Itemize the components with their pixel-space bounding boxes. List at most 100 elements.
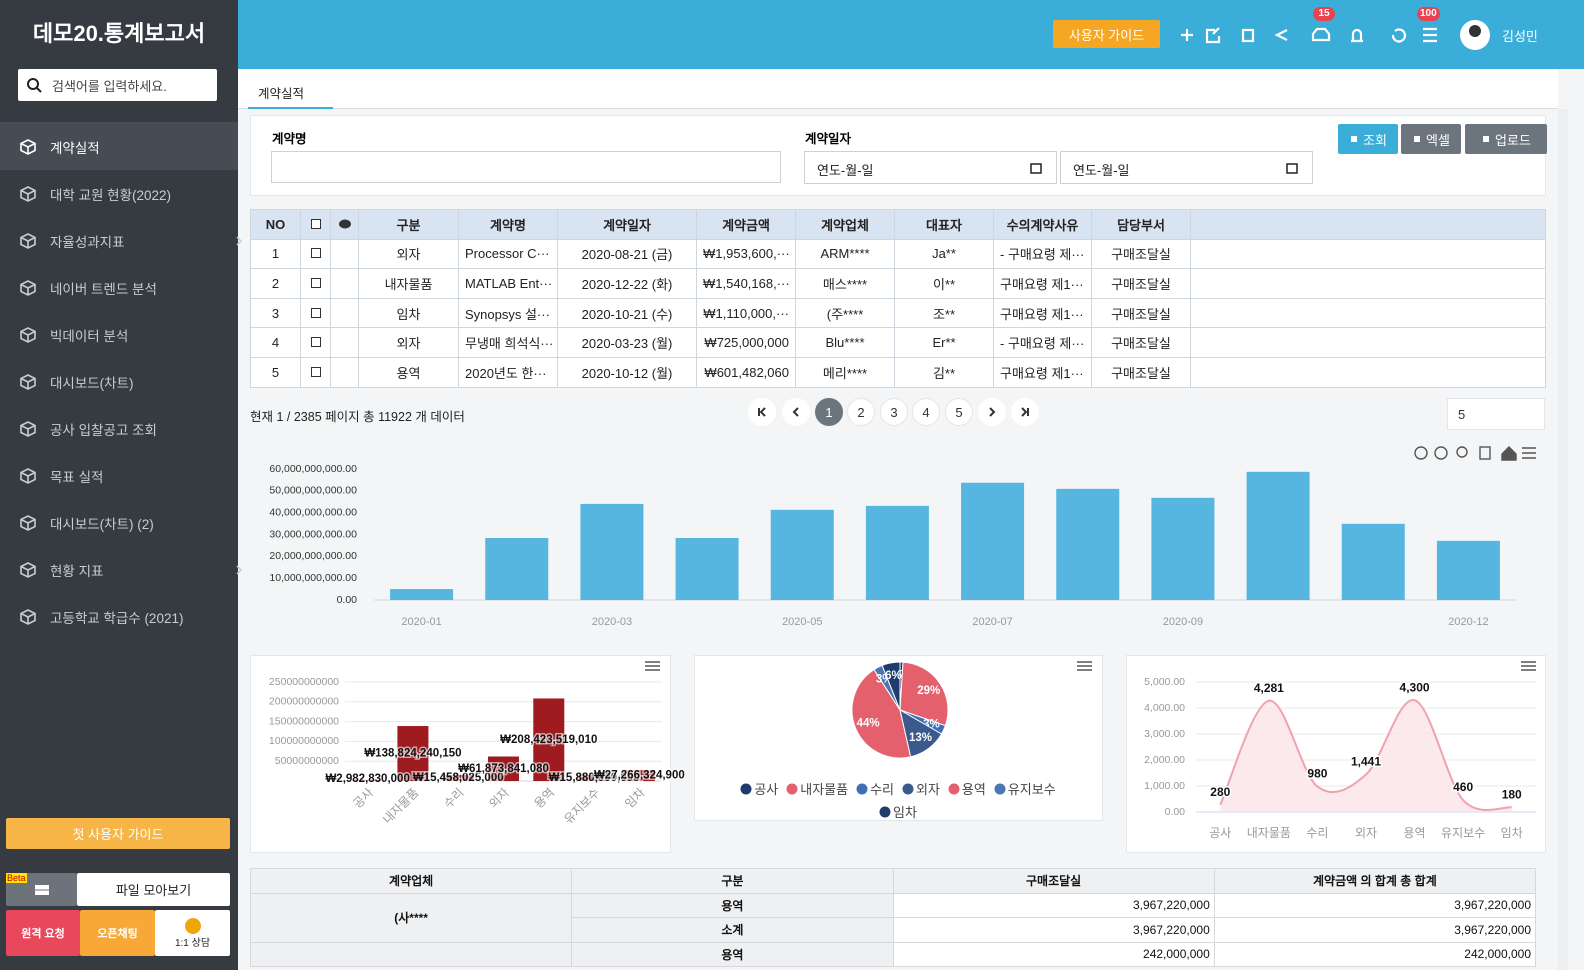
placeholder: 연도-월-일 bbox=[817, 163, 874, 178]
files-button[interactable]: 파일 모아보기 bbox=[77, 873, 230, 906]
search-box[interactable]: 검색어를 입력하세요. bbox=[18, 69, 217, 101]
consult-button[interactable]: 1:1 상담 bbox=[155, 910, 230, 956]
chart-card bbox=[250, 655, 671, 853]
menu-item[interactable]: 계약실적 bbox=[0, 123, 238, 170]
open-chat-button[interactable]: 오픈채팅 bbox=[80, 910, 155, 956]
cube bbox=[20, 514, 36, 531]
legend-item[interactable]: 유지보수 bbox=[994, 779, 1056, 798]
menu-item[interactable]: 현황 지표 bbox=[0, 546, 243, 593]
home[interactable] bbox=[1501, 446, 1517, 461]
copy-icon[interactable] bbox=[1241, 28, 1255, 43]
icon bbox=[1414, 136, 1421, 142]
legend-item[interactable]: 내자물품 bbox=[786, 779, 848, 798]
menu-item[interactable]: 대시보드(차트) bbox=[0, 358, 238, 405]
y-tick-label: 20,000,000,000.00 bbox=[269, 550, 357, 562]
menu[interactable] bbox=[1522, 447, 1536, 459]
first-guide-button[interactable]: 첫 사용자 가이드 bbox=[6, 818, 230, 849]
header-cell: 계약금액 의 합계 총 합계 bbox=[1213, 868, 1537, 894]
cell: 2020-08-21 (금) bbox=[557, 238, 697, 270]
cell: 용역 bbox=[571, 892, 894, 918]
legend-item[interactable]: 수리 bbox=[856, 779, 894, 798]
page-size-select[interactable]: 5 bbox=[1447, 398, 1545, 430]
cell[interactable] bbox=[300, 356, 331, 388]
dot bbox=[994, 783, 1006, 794]
x-tick-label: 내자물품 bbox=[1247, 826, 1291, 840]
last-page[interactable] bbox=[1011, 398, 1039, 426]
page-button[interactable]: 2 bbox=[847, 398, 875, 426]
icon bbox=[1030, 163, 1042, 174]
menu-item[interactable]: 공사 입찰공고 조회 bbox=[0, 405, 238, 452]
data-label: ₩208,423,519,010 bbox=[500, 734, 597, 746]
date-input[interactable]: 연도-월-일 bbox=[804, 151, 1057, 184]
guide-button[interactable]: 사용자 가이드 bbox=[1053, 20, 1160, 48]
page-button[interactable]: 1 bbox=[815, 398, 843, 426]
history-icon[interactable] bbox=[1391, 28, 1407, 43]
edit-icon[interactable] bbox=[1205, 27, 1221, 44]
page-button[interactable]: 4 bbox=[912, 398, 940, 426]
menu-item[interactable]: 자율성과지표 bbox=[0, 217, 243, 264]
menu-label: 고등학교 학급수 (2021) bbox=[50, 610, 184, 626]
calendar-icon bbox=[1030, 163, 1042, 174]
zoom-out[interactable] bbox=[1434, 446, 1448, 460]
next-page[interactable] bbox=[978, 398, 1006, 426]
cell: Synopsys 설··· bbox=[458, 297, 558, 329]
legend-item[interactable]: 임차 bbox=[879, 802, 917, 821]
menu-item[interactable]: 네이버 트렌드 분석 bbox=[0, 264, 238, 311]
remote-button[interactable]: 원격 요청 bbox=[6, 910, 80, 956]
user-name[interactable]: 김성민 bbox=[1502, 29, 1538, 44]
chart-menus[interactable] bbox=[645, 661, 1536, 671]
date-input[interactable]: 연도-월-일 bbox=[1060, 151, 1313, 184]
page-button[interactable]: 3 bbox=[880, 398, 908, 426]
first-page[interactable] bbox=[748, 398, 776, 426]
x-tick-label: 공사 bbox=[350, 785, 376, 811]
legend-item[interactable]: 공사 bbox=[740, 779, 778, 798]
cube bbox=[20, 420, 36, 437]
menu-item[interactable]: 빅데이터 분석 bbox=[0, 311, 238, 358]
cube-icon bbox=[20, 608, 36, 625]
prev-page[interactable] bbox=[782, 398, 810, 426]
zoom[interactable] bbox=[1456, 446, 1468, 458]
legend-item[interactable]: 외자 bbox=[902, 779, 940, 798]
bar bbox=[352, 779, 384, 781]
name-input[interactable] bbox=[271, 151, 781, 183]
bell-icon[interactable] bbox=[1351, 28, 1363, 43]
bar bbox=[578, 774, 610, 781]
glyph bbox=[792, 407, 799, 417]
checkbox bbox=[310, 277, 321, 288]
inbox-icon[interactable] bbox=[1311, 27, 1331, 42]
menu-item[interactable]: 고등학교 학급수 (2021) bbox=[0, 593, 238, 640]
scrollbar[interactable] bbox=[1558, 109, 1568, 970]
sidebar: 데모20.통계보고서 검색어를 입력하세요. 첫 사용자 가이드 Beta 파일… bbox=[0, 0, 243, 970]
label: 조회 bbox=[1363, 132, 1387, 148]
submenu-arrow bbox=[236, 235, 243, 246]
cell: Processor C··· bbox=[458, 238, 558, 270]
filter-button[interactable]: 업로드 bbox=[1465, 124, 1547, 154]
cube bbox=[20, 373, 36, 390]
filter-panel: 계약명 계약일자 연도-월-일 연도-월-일 조회 엑셀 업로드 bbox=[250, 115, 1547, 196]
filter-button[interactable]: 조회 bbox=[1338, 124, 1398, 154]
tab[interactable]: 계약실적 bbox=[248, 77, 333, 109]
y-tick-label: 0.00 bbox=[337, 594, 358, 606]
box bbox=[310, 218, 321, 229]
page-button[interactable]: 5 bbox=[945, 398, 973, 426]
cube-icon bbox=[20, 185, 36, 202]
share-icon[interactable] bbox=[1274, 29, 1288, 41]
zoom-in[interactable] bbox=[1414, 446, 1428, 460]
row: 2 내자물품 MATLAB Ent··· 2020-12-22 (화) ₩1,540,1… bbox=[250, 268, 1546, 299]
legend-item[interactable]: 용역 bbox=[948, 779, 986, 798]
vendor-cell bbox=[249, 941, 573, 967]
pan[interactable] bbox=[1479, 446, 1491, 460]
tab-bar: 계약실적 bbox=[238, 69, 1558, 109]
menu-label: 네이버 트렌드 분석 bbox=[50, 281, 157, 297]
menu-item[interactable]: 대학 교원 현황(2022) bbox=[0, 170, 238, 217]
x-tick-label: 2020-09 bbox=[1163, 616, 1203, 628]
menu-item[interactable]: 대시보드(차트) (2) bbox=[0, 499, 238, 546]
list-icon[interactable] bbox=[1423, 27, 1437, 43]
cube-icon bbox=[20, 326, 36, 343]
menu-item[interactable]: 목표 실적 bbox=[0, 452, 238, 499]
bar bbox=[675, 537, 739, 600]
filter-button[interactable]: 엑셀 bbox=[1401, 124, 1461, 154]
cube-icon bbox=[20, 420, 36, 437]
legend-label: 임차 bbox=[893, 805, 917, 820]
plus-icon[interactable] bbox=[1181, 29, 1193, 41]
